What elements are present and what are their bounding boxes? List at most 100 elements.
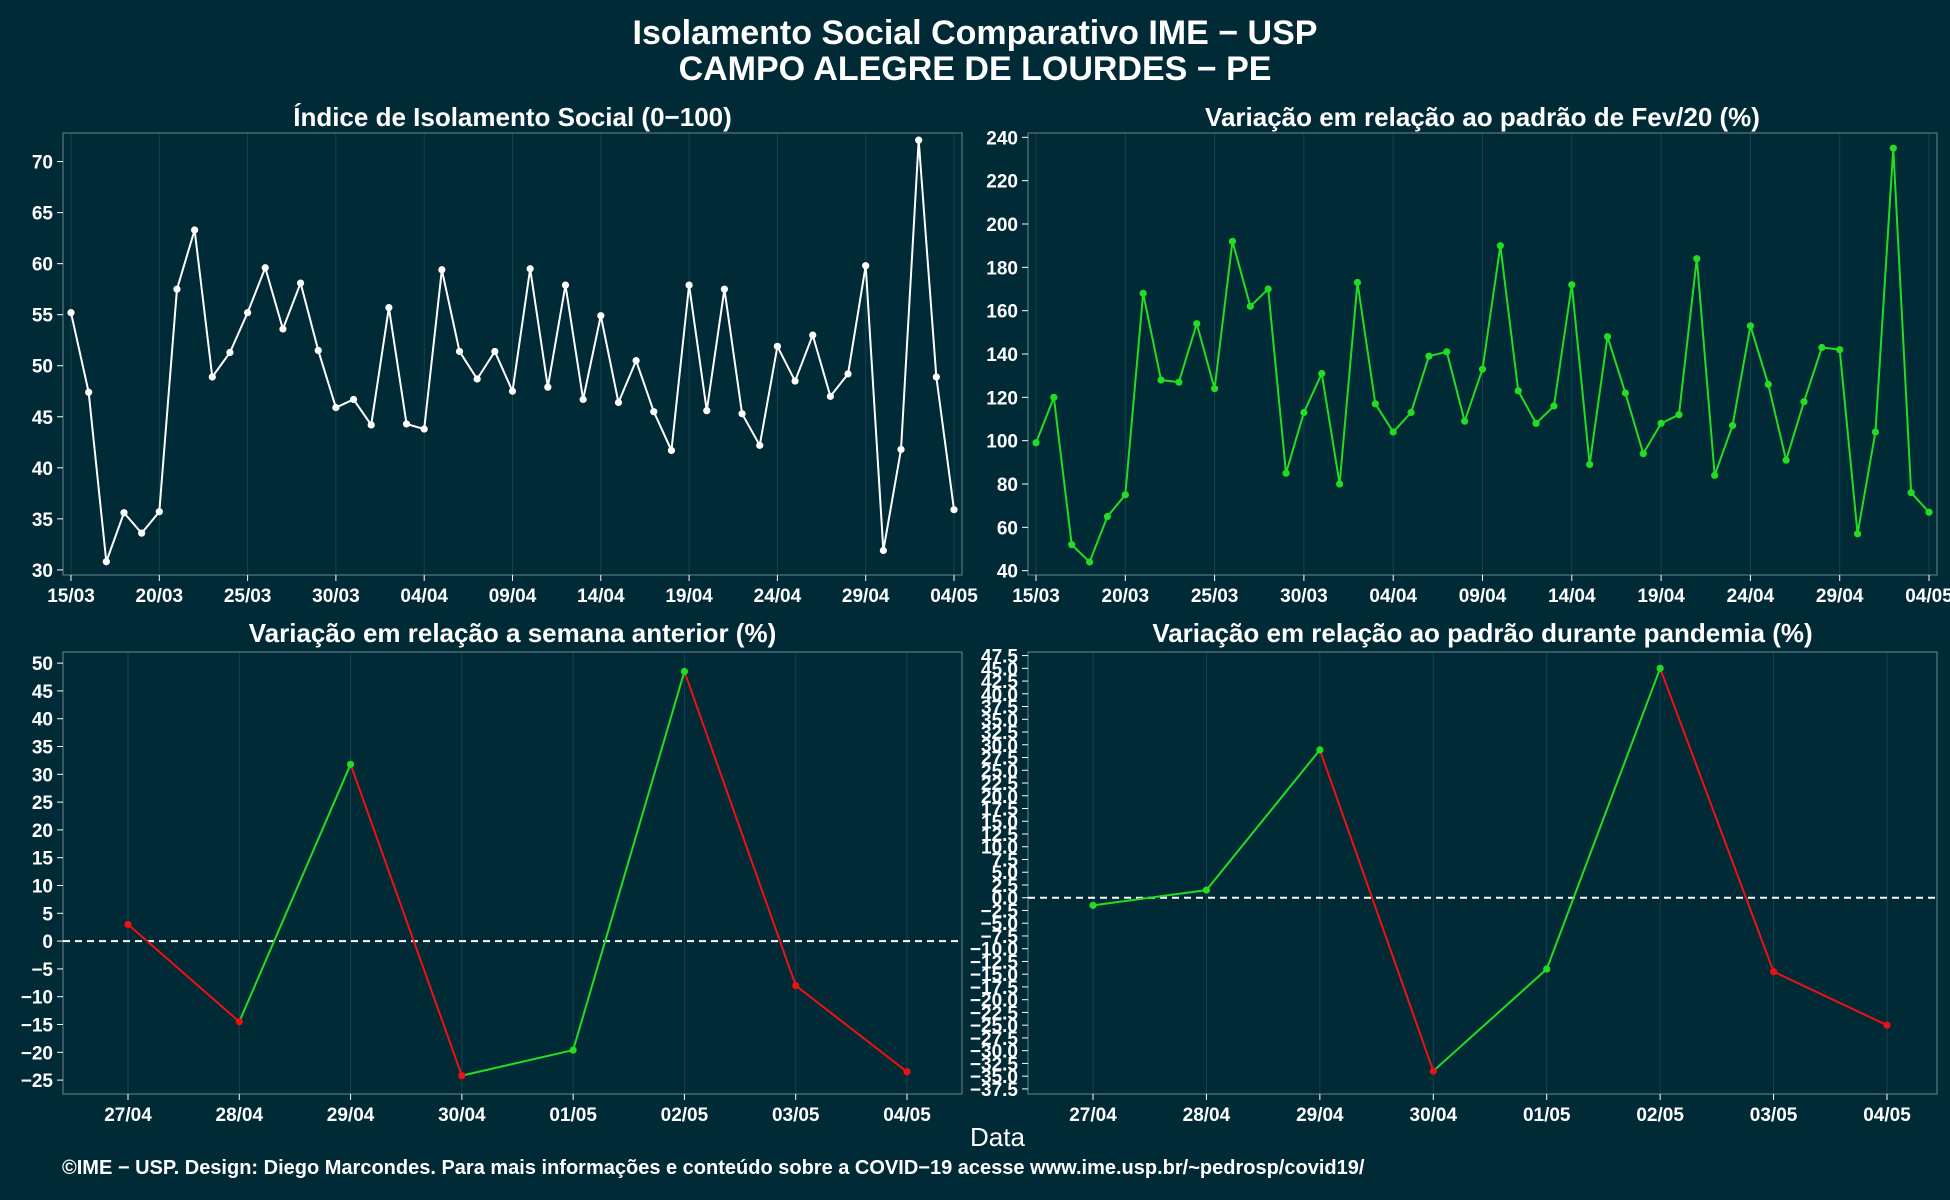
panel-4-ytick-label: −30.0 xyxy=(970,1042,1018,1063)
panel-3-segment xyxy=(349,763,463,1076)
panel-3-segment xyxy=(127,923,240,1023)
panel-3-xtick-label: 01/05 xyxy=(549,1105,597,1126)
panel-1-data-point xyxy=(932,373,940,381)
panel-2-data-point xyxy=(1478,365,1487,373)
panel-3-segment xyxy=(461,1049,574,1077)
panel-2-data-point xyxy=(1836,346,1844,354)
panel-4-data-point xyxy=(1769,968,1778,976)
panel-2-data-point xyxy=(1425,352,1433,360)
panel-1-xtick-label: 25/03 xyxy=(224,586,272,607)
panel-2-ytick-label: 40 xyxy=(997,562,1018,583)
panel-1-xtick-label: 04/04 xyxy=(400,586,448,607)
panel-1-ytick-label: 65 xyxy=(32,204,54,225)
panel-2-data-point xyxy=(1693,255,1701,263)
panel-4-ytick-label: −5.0 xyxy=(980,914,1018,935)
panel-2-data-point xyxy=(1675,411,1683,419)
panel-1-data-point xyxy=(67,309,75,317)
panel-4-ytick-label: 40.0 xyxy=(981,685,1018,706)
panel-2-data-point xyxy=(1121,491,1129,499)
panel-3-ytick-label: 30 xyxy=(32,765,53,786)
panel-2-xtick-label: 25/03 xyxy=(1191,586,1239,607)
panel-2-title: Variação em relação ao padrão de Fev/20 … xyxy=(1205,102,1760,132)
panel-3-segment xyxy=(683,671,797,986)
panel-2-data-point xyxy=(1871,428,1880,436)
panel-1-data-point xyxy=(879,546,887,555)
panel-2-data-point xyxy=(1407,408,1415,417)
panel-4-data-point xyxy=(1316,746,1324,754)
panel-4-ytick-label: 27.5 xyxy=(981,749,1018,770)
panel-1-data-point xyxy=(332,403,340,412)
panel-4-xtick-label: 03/05 xyxy=(1750,1105,1798,1126)
panel-4-ytick-label: −12.5 xyxy=(970,952,1019,973)
panel-2-data-point xyxy=(1782,456,1790,464)
panel-2-ytick-label: 200 xyxy=(986,215,1018,236)
figure-subtitle: CAMPO ALEGRE DE LOURDES − PE xyxy=(678,50,1272,88)
panel-3-xtick-label: 30/04 xyxy=(438,1105,486,1126)
panel-1-data-point xyxy=(685,281,693,289)
panel-1-xtick-label: 19/04 xyxy=(665,586,713,607)
panel-4-data-point xyxy=(1543,965,1551,973)
panel-1-data-point xyxy=(261,264,269,272)
panel-1-data-point xyxy=(226,348,234,357)
panel-4-xtick-label: 02/05 xyxy=(1636,1105,1684,1126)
panel-2-data-point xyxy=(1657,419,1665,427)
panel-1-xtick-label: 29/04 xyxy=(842,586,890,607)
panel-3-ytick-label: 40 xyxy=(32,710,53,731)
x-axis-label: Data xyxy=(970,1122,1025,1152)
panel-1-data-point xyxy=(349,395,358,404)
panel-3-ytick-label: 50 xyxy=(32,654,53,675)
panel-3-ytick-label: −5 xyxy=(31,960,53,981)
panel-4-ytick-label: 2.5 xyxy=(992,876,1019,897)
panel-4-segment xyxy=(1773,970,1888,1027)
panel-4-xtick-label: 28/04 xyxy=(1183,1105,1231,1126)
panel-2-data-point xyxy=(1800,398,1808,406)
panel-1-xtick-label: 15/03 xyxy=(47,586,95,607)
panel-2-data-point xyxy=(1103,512,1112,521)
panel-2-data-point xyxy=(1282,469,1290,477)
panel-4-ytick-label: 35.0 xyxy=(981,710,1018,731)
panel-1-data-point xyxy=(420,425,428,433)
panel-1-xtick-label: 20/03 xyxy=(136,586,184,607)
panel-1-data-point xyxy=(438,266,446,274)
panel-4-xtick-label: 27/04 xyxy=(1069,1105,1117,1126)
panel-4-ytick-label: 22.5 xyxy=(981,774,1018,795)
panel-3-ytick-label: 5 xyxy=(42,904,53,925)
panel-4-data-point xyxy=(1656,664,1664,672)
panel-4-ytick-label: 5.0 xyxy=(992,863,1018,884)
panel-1-ytick-label: 45 xyxy=(32,408,54,429)
panel-4-ytick-label: −25.0 xyxy=(970,1016,1018,1037)
footer-credit: ©IME − USP. Design: Diego Marcondes. Par… xyxy=(62,1157,1365,1179)
panel-2-data-point xyxy=(1050,393,1058,401)
panel-4-ytick-label: −37.5 xyxy=(970,1080,1019,1101)
panel-1-data-point xyxy=(155,508,163,516)
panel-1-data-point xyxy=(597,312,605,320)
panel-2-data-point xyxy=(1175,378,1183,386)
panel-1-data-point xyxy=(844,370,852,378)
panel-1-ytick-label: 50 xyxy=(32,357,53,378)
panel-1-data-point xyxy=(614,398,623,407)
panel-4-data-point xyxy=(1089,901,1097,909)
panel-3-data-point xyxy=(235,1018,243,1026)
panel-2-data-point xyxy=(1925,508,1933,516)
panel-1-data-point xyxy=(756,441,764,449)
panel-2-data-point xyxy=(1603,333,1612,341)
panel-4-ytick-label: 37.5 xyxy=(981,698,1018,719)
panel-2-data-point xyxy=(1193,320,1201,328)
panel-4-ytick-label: −27.5 xyxy=(970,1029,1019,1050)
panel-1-data-point xyxy=(738,410,746,418)
panel-1-data-point xyxy=(279,325,287,333)
panel-1-data-point xyxy=(703,407,711,415)
panel-3-frame xyxy=(62,651,963,1095)
panel-2-data-point xyxy=(1228,237,1237,245)
panel-2-data-point xyxy=(1139,289,1147,297)
panel-1-data-point xyxy=(244,309,252,317)
panel-2-ytick-label: 240 xyxy=(986,128,1018,149)
panel-4-ytick-label: 45.0 xyxy=(981,659,1018,680)
panel-2-ytick-label: 60 xyxy=(997,518,1018,539)
panel-1-data-point xyxy=(296,279,305,287)
panel-3-xtick-label: 02/05 xyxy=(661,1105,709,1126)
panel-2-data-point xyxy=(1889,144,1897,152)
panel-2-ytick-label: 100 xyxy=(986,432,1018,453)
panel-2-data-point xyxy=(1264,285,1272,293)
panel-1-data-point xyxy=(208,373,216,381)
